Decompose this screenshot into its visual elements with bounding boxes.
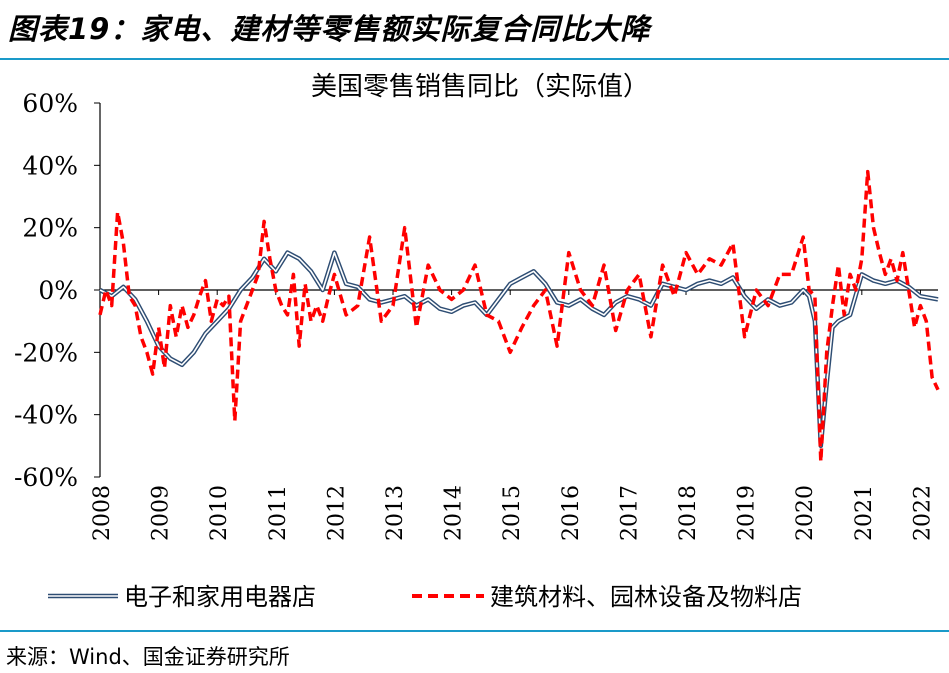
series-building-line [98, 169, 940, 464]
series-electronics-line-inner [99, 251, 939, 447]
top-rule [0, 58, 949, 60]
x-tick-label: 2013 [383, 485, 408, 541]
series-lines [98, 169, 940, 464]
bottom-rule [0, 630, 949, 632]
x-tick-label: 2015 [500, 485, 525, 541]
y-tick-label: 20% [22, 214, 78, 243]
x-tick-label: 2009 [149, 485, 174, 541]
x-tick-label: 2020 [793, 485, 818, 541]
x-tick-label: 2022 [910, 485, 935, 541]
x-tick-label: 2018 [676, 485, 701, 541]
legend: 电子和家用电器店 建筑材料、园林设备及物料店 [48, 583, 802, 611]
x-tick-label: 2011 [266, 485, 291, 541]
axes: 60% 40% 20% 0% -20% -40% -60% 2008 2009 2010 2011 2… [14, 89, 938, 541]
y-tick-label: -40% [14, 401, 78, 430]
y-tick-label: 0% [38, 276, 78, 305]
series-electronics-line-outer [98, 250, 939, 449]
chart-title: 美国零售销售同比（实际值） [311, 72, 649, 102]
x-tick-label: 2019 [735, 485, 760, 541]
y-tick-label: -60% [14, 463, 78, 492]
y-tick-label: -20% [14, 338, 78, 367]
source-note: 来源：Wind、国金证券研究所 [6, 645, 290, 669]
x-tick-label: 2021 [852, 485, 877, 541]
x-tick-label: 2016 [559, 485, 584, 541]
figure-title: 图表19：家电、建材等零售额实际复合同比大降 [8, 12, 651, 46]
legend-building-label: 建筑材料、园林设备及物料店 [490, 583, 802, 611]
y-tick-label: 40% [22, 151, 78, 180]
x-tick-label: 2017 [617, 485, 642, 541]
x-tick-label: 2008 [90, 485, 115, 541]
y-tick-label: 60% [22, 89, 78, 118]
x-tick-label: 2014 [442, 485, 467, 541]
legend-electronics-label: 电子和家用电器店 [124, 583, 316, 611]
x-tick-label: 2012 [324, 485, 349, 541]
x-tick-label: 2010 [207, 485, 232, 541]
